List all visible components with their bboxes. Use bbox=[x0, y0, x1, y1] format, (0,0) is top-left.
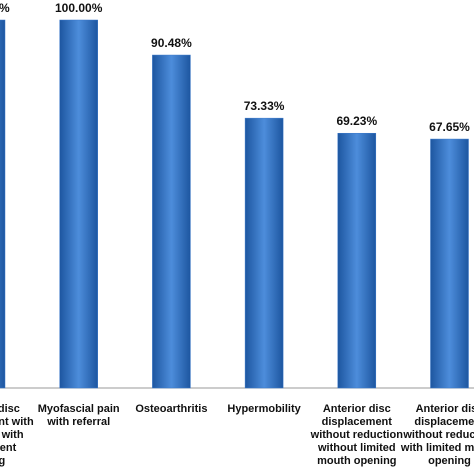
bar bbox=[337, 132, 377, 389]
bar bbox=[244, 117, 284, 389]
value-label: 67.65% bbox=[429, 120, 470, 134]
x-tick-label: Hypermobility bbox=[227, 403, 301, 415]
bar bbox=[59, 19, 98, 389]
bar bbox=[430, 138, 469, 389]
value-label: 69.23% bbox=[336, 114, 377, 128]
x-tick-label: Anterior disc displacement with reductio… bbox=[0, 403, 34, 467]
bar bbox=[0, 19, 6, 389]
value-label: 100.00% bbox=[55, 1, 103, 15]
value-label: 90.48% bbox=[151, 36, 192, 50]
x-tick-label: Anterior disc displacement without reduc… bbox=[400, 403, 474, 467]
value-label: 100.00% bbox=[0, 1, 10, 15]
x-tick-label: Anterior disc displacement without reduc… bbox=[310, 403, 403, 467]
x-tick-label: Osteoarthritis bbox=[135, 403, 208, 415]
value-label: 73.33% bbox=[244, 99, 285, 113]
x-tick-label: Myofascial pain with referral bbox=[37, 403, 120, 428]
bar bbox=[152, 54, 191, 389]
